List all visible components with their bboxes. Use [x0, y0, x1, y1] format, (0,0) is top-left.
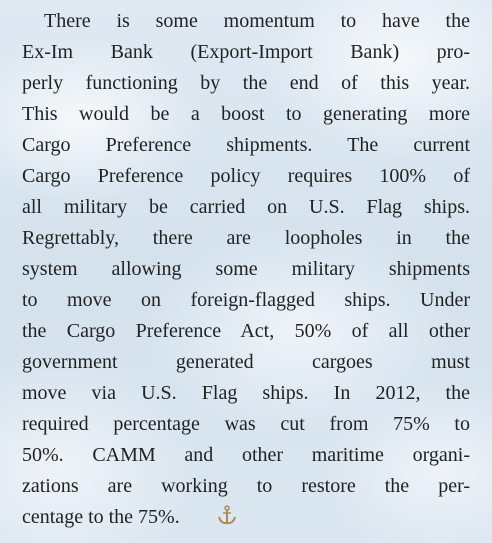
text-line: to move on foreign-flagged ships. Under — [22, 285, 470, 316]
text-line: Regrettably, there are loopholes in the — [22, 223, 470, 254]
line-row: move via U.S. Flag ships. In 2012, the — [22, 378, 470, 409]
line-row: Cargo Preference shipments. The current — [22, 130, 470, 161]
text-line: perly functioning by the end of this yea… — [22, 68, 470, 99]
line-row: to move on foreign-flagged ships. Under — [22, 285, 470, 316]
text-line: Ex-Im Bank (Export-Import Bank) pro- — [22, 37, 470, 68]
line-row: the Cargo Preference Act, 50% of all oth… — [22, 316, 470, 347]
line-row: perly functioning by the end of this yea… — [22, 68, 470, 99]
line-row: all military be carried on U.S. Flag shi… — [22, 192, 470, 223]
line-row: system allowing some military shipments — [22, 254, 470, 285]
line-row: 50%. CAMM and other maritime organi- — [22, 440, 470, 471]
text-line: system allowing some military shipments — [22, 254, 470, 285]
text-line: Cargo Preference shipments. The current — [22, 130, 470, 161]
text-line: zations are working to restore the per- — [22, 471, 470, 502]
line-row: Regrettably, there are loopholes in the — [22, 223, 470, 254]
line-row: government generated cargoes must — [22, 347, 470, 378]
line-row: There is some momentum to have the — [22, 6, 470, 37]
page: There is some momentum to have theEx-Im … — [0, 0, 492, 543]
text-line: 50%. CAMM and other maritime organi- — [22, 440, 470, 471]
text-line: all military be carried on U.S. Flag shi… — [22, 192, 470, 223]
text-line: the Cargo Preference Act, 50% of all oth… — [22, 316, 470, 347]
line-row: Ex-Im Bank (Export-Import Bank) pro- — [22, 37, 470, 68]
line-row: zations are working to restore the per- — [22, 471, 470, 502]
text-line: centage to the 75%. — [22, 502, 180, 533]
text-line: required percentage was cut from 75% to — [22, 409, 470, 440]
line-row: This would be a boost to generating more — [22, 99, 470, 130]
text-line: There is some momentum to have the — [22, 6, 470, 37]
text-line: government generated cargoes must — [22, 347, 470, 378]
line-row: Cargo Preference policy requires 100% of — [22, 161, 470, 192]
text-line: move via U.S. Flag ships. In 2012, the — [22, 378, 470, 409]
text-line: Cargo Preference policy requires 100% of — [22, 161, 470, 192]
anchor-icon — [216, 504, 238, 526]
text-line: This would be a boost to generating more — [22, 99, 470, 130]
line-row: required percentage was cut from 75% to — [22, 409, 470, 440]
line-row: centage to the 75%. — [22, 502, 470, 533]
